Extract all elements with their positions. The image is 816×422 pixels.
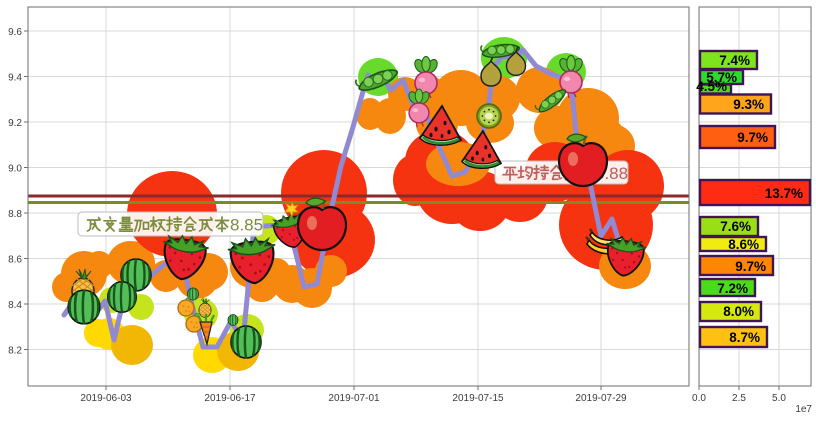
svg-text:2019-07-29: 2019-07-29 bbox=[575, 393, 627, 404]
svg-text:7.2%: 7.2% bbox=[717, 281, 748, 296]
svg-text:2019-06-03: 2019-06-03 bbox=[80, 393, 132, 404]
svg-text:2019-07-15: 2019-07-15 bbox=[452, 393, 504, 404]
svg-text:8.2: 8.2 bbox=[8, 346, 22, 357]
svg-text:9.0: 9.0 bbox=[8, 164, 22, 175]
svg-text:9.7%: 9.7% bbox=[735, 259, 766, 274]
svg-text:4.5%: 4.5% bbox=[696, 79, 727, 94]
svg-text:7.4%: 7.4% bbox=[719, 53, 750, 68]
svg-text:8.85: 8.85 bbox=[230, 216, 263, 235]
svg-text:5.7%: 5.7% bbox=[706, 70, 737, 85]
svg-text:9.3%: 9.3% bbox=[733, 97, 764, 112]
svg-text:9.2: 9.2 bbox=[8, 118, 22, 129]
svg-text:8.7%: 8.7% bbox=[729, 330, 760, 345]
svg-text:2019-06-17: 2019-06-17 bbox=[204, 393, 256, 404]
svg-text:2019-07-01: 2019-07-01 bbox=[328, 393, 380, 404]
svg-text:9.4: 9.4 bbox=[8, 73, 22, 84]
svg-text:9.7%: 9.7% bbox=[737, 130, 768, 145]
svg-text:8.4: 8.4 bbox=[8, 300, 22, 311]
svg-text:8.6: 8.6 bbox=[8, 255, 22, 266]
svg-text:5.0: 5.0 bbox=[772, 393, 786, 404]
svg-text:2.5: 2.5 bbox=[732, 393, 746, 404]
svg-text:8.0%: 8.0% bbox=[723, 304, 754, 319]
svg-text:7.6%: 7.6% bbox=[720, 219, 751, 234]
svg-text:1e7: 1e7 bbox=[795, 404, 812, 415]
svg-text:8.8: 8.8 bbox=[8, 209, 22, 220]
svg-text:8.6%: 8.6% bbox=[728, 237, 759, 252]
svg-text:0.0: 0.0 bbox=[692, 393, 706, 404]
svg-text:13.7%: 13.7% bbox=[765, 186, 803, 201]
svg-text:9.6: 9.6 bbox=[8, 27, 22, 38]
